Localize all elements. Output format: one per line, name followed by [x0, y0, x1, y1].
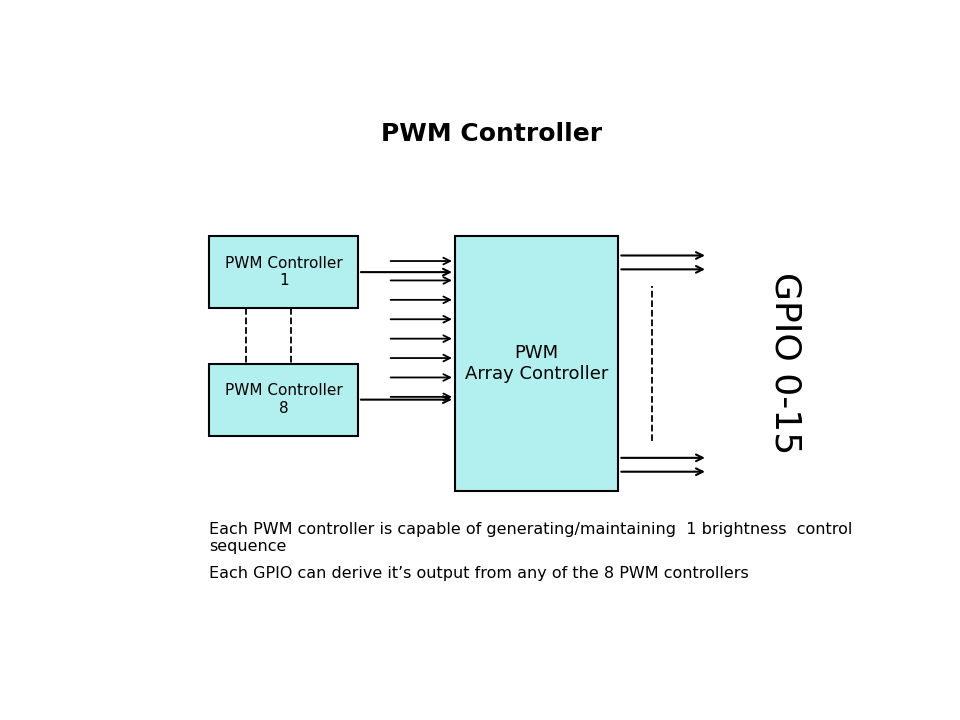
Text: GPIO 0-15: GPIO 0-15 [769, 272, 803, 455]
Text: Each GPIO can derive it’s output from any of the 8 PWM controllers: Each GPIO can derive it’s output from an… [209, 566, 749, 581]
Text: PWM Controller
8: PWM Controller 8 [225, 384, 343, 416]
Text: PWM
Array Controller: PWM Array Controller [465, 344, 609, 383]
FancyBboxPatch shape [209, 236, 358, 308]
FancyBboxPatch shape [455, 236, 618, 491]
Text: PWM Controller
1: PWM Controller 1 [225, 256, 343, 288]
FancyBboxPatch shape [209, 364, 358, 436]
Text: PWM Controller: PWM Controller [381, 122, 603, 145]
Text: Each PWM controller is capable of generating/maintaining  1 brightness  control
: Each PWM controller is capable of genera… [209, 521, 852, 554]
